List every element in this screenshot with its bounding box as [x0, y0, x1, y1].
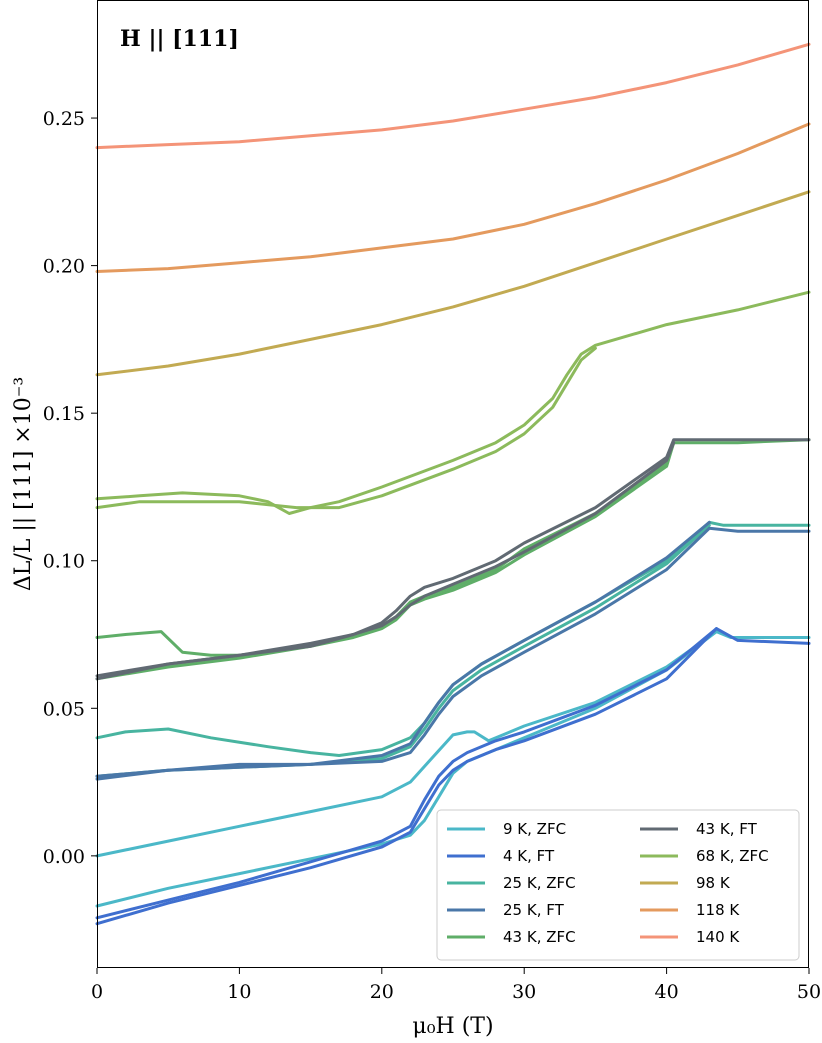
y-tick-label-5: 0.25 — [43, 108, 85, 130]
y-tick-label-3: 0.15 — [43, 403, 85, 425]
y-axis-ticks: 0.00 0.05 0.10 0.15 0.20 0.25 — [43, 108, 97, 868]
x-tick-label-4: 40 — [655, 981, 679, 1003]
plot-background — [97, 0, 809, 968]
legend-label-5: 43 K, FT — [696, 820, 758, 838]
legend-label-2: 25 K, ZFC — [503, 874, 576, 892]
series-layer — [95, 42, 811, 926]
x-tick-label-1: 10 — [227, 981, 251, 1003]
legend-label-3: 25 K, FT — [503, 901, 565, 919]
series-line-3 — [95, 627, 718, 920]
series-line-15 — [95, 122, 811, 273]
x-tick-label-3: 30 — [512, 981, 536, 1003]
series-line-7 — [95, 520, 711, 778]
x-axis-label: μ₀H (T) — [412, 1014, 493, 1039]
y-tick-label-2: 0.10 — [43, 551, 85, 573]
series-line-2 — [95, 627, 811, 926]
y-axis-label: ΔL/L || [111] ×10⁻³ — [11, 377, 36, 591]
legend-label-8: 118 K — [696, 901, 740, 919]
y-tick-label-4: 0.20 — [43, 256, 85, 278]
legend-label-9: 140 K — [696, 928, 740, 946]
legend-label-4: 43 K, ZFC — [503, 928, 576, 946]
series-line-0 — [95, 630, 811, 858]
series-line-13 — [95, 346, 597, 510]
x-tick-label-5: 50 — [797, 981, 821, 1003]
series-line-11 — [95, 441, 676, 678]
legend-label-1: 4 K, FT — [503, 847, 555, 865]
y-tick-label-0: 0.00 — [43, 846, 85, 868]
legend-label-0: 9 K, ZFC — [503, 820, 566, 838]
field-direction-annotation: H || [111] — [120, 26, 239, 52]
x-tick-label-0: 0 — [91, 981, 103, 1003]
y-tick-label-1: 0.05 — [43, 698, 85, 720]
x-tick-label-2: 20 — [370, 981, 394, 1003]
series-line-14 — [95, 190, 811, 377]
legend: 9 K, ZFC 4 K, FT 25 K, ZFC 25 K, FT 43 K, ZF… — [436, 809, 800, 961]
legend-box — [436, 809, 800, 961]
plot-frame — [97, 0, 809, 968]
series-line-12 — [95, 290, 811, 515]
series-line-1 — [95, 630, 718, 908]
legend-label-7: 98 K — [696, 874, 731, 892]
series-line-16 — [95, 42, 811, 150]
x-axis-ticks: 0 10 20 30 40 50 — [91, 968, 821, 1003]
legend-label-6: 68 K, ZFC — [696, 847, 769, 865]
